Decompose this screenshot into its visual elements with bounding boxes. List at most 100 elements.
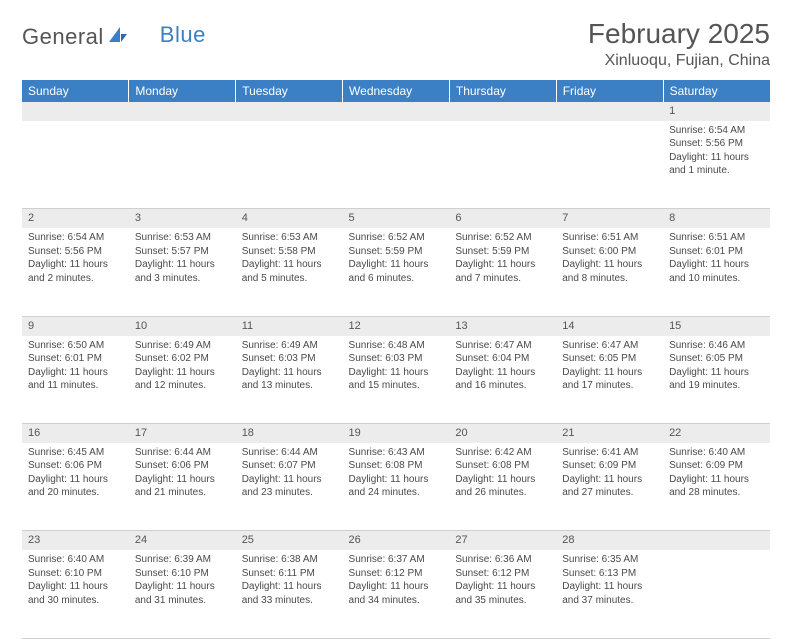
calendar-cell-body: Sunrise: 6:53 AMSunset: 5:58 PMDaylight:… (236, 228, 343, 289)
cell-day2: and 30 minutes. (28, 594, 123, 608)
calendar-cell: Sunrise: 6:39 AMSunset: 6:10 PMDaylight:… (129, 550, 236, 638)
cell-sunrise: Sunrise: 6:50 AM (28, 339, 123, 353)
weekday-thursday: Thursday (449, 80, 556, 102)
calendar-cell-body: Sunrise: 6:38 AMSunset: 6:11 PMDaylight:… (236, 550, 343, 611)
calendar-body: 1Sunrise: 6:54 AMSunset: 5:56 PMDaylight… (22, 102, 770, 638)
cell-sunrise: Sunrise: 6:53 AM (135, 231, 230, 245)
cell-sunrise: Sunrise: 6:54 AM (28, 231, 123, 245)
calendar-cell: Sunrise: 6:44 AMSunset: 6:06 PMDaylight:… (129, 443, 236, 531)
cell-day1: Daylight: 11 hours (242, 258, 337, 272)
cell-day2: and 7 minutes. (455, 272, 550, 286)
day-number-cell: 14 (556, 316, 663, 335)
cell-sunrise: Sunrise: 6:47 AM (455, 339, 550, 353)
cell-day1: Daylight: 11 hours (28, 366, 123, 380)
day-number-cell (663, 531, 770, 550)
cell-sunset: Sunset: 6:13 PM (562, 567, 657, 581)
cell-sunset: Sunset: 6:07 PM (242, 459, 337, 473)
cell-sunrise: Sunrise: 6:51 AM (669, 231, 764, 245)
calendar-cell: Sunrise: 6:49 AMSunset: 6:03 PMDaylight:… (236, 336, 343, 424)
day-number-row: 1 (22, 102, 770, 121)
cell-day2: and 10 minutes. (669, 272, 764, 286)
cell-day1: Daylight: 11 hours (562, 473, 657, 487)
calendar-cell: Sunrise: 6:53 AMSunset: 5:58 PMDaylight:… (236, 228, 343, 316)
calendar-cell-body: Sunrise: 6:39 AMSunset: 6:10 PMDaylight:… (129, 550, 236, 611)
calendar-week-row: Sunrise: 6:54 AMSunset: 5:56 PMDaylight:… (22, 228, 770, 316)
calendar-cell-body: Sunrise: 6:44 AMSunset: 6:07 PMDaylight:… (236, 443, 343, 504)
cell-day1: Daylight: 11 hours (349, 258, 444, 272)
calendar-cell-body: Sunrise: 6:54 AMSunset: 5:56 PMDaylight:… (663, 121, 770, 182)
cell-day1: Daylight: 11 hours (562, 580, 657, 594)
cell-sunrise: Sunrise: 6:40 AM (28, 553, 123, 567)
day-number-cell: 20 (449, 424, 556, 443)
day-number-cell: 21 (556, 424, 663, 443)
calendar-cell (129, 121, 236, 209)
cell-day1: Daylight: 11 hours (349, 366, 444, 380)
calendar-cell: Sunrise: 6:35 AMSunset: 6:13 PMDaylight:… (556, 550, 663, 638)
day-number-cell: 25 (236, 531, 343, 550)
calendar-cell: Sunrise: 6:43 AMSunset: 6:08 PMDaylight:… (343, 443, 450, 531)
calendar-cell-body: Sunrise: 6:35 AMSunset: 6:13 PMDaylight:… (556, 550, 663, 611)
cell-sunrise: Sunrise: 6:41 AM (562, 446, 657, 460)
day-number-cell: 27 (449, 531, 556, 550)
calendar-cell (236, 121, 343, 209)
calendar-cell-body: Sunrise: 6:47 AMSunset: 6:04 PMDaylight:… (449, 336, 556, 397)
weekday-tuesday: Tuesday (236, 80, 343, 102)
cell-sunset: Sunset: 5:58 PM (242, 245, 337, 259)
cell-day1: Daylight: 11 hours (455, 366, 550, 380)
weekday-friday: Friday (556, 80, 663, 102)
cell-day1: Daylight: 11 hours (135, 366, 230, 380)
cell-sunrise: Sunrise: 6:44 AM (135, 446, 230, 460)
cell-day2: and 6 minutes. (349, 272, 444, 286)
day-number-cell: 9 (22, 316, 129, 335)
weekday-sunday: Sunday (22, 80, 129, 102)
day-number-cell (449, 102, 556, 121)
cell-day1: Daylight: 11 hours (242, 580, 337, 594)
day-number-cell: 23 (22, 531, 129, 550)
cell-sunrise: Sunrise: 6:49 AM (242, 339, 337, 353)
cell-sunrise: Sunrise: 6:43 AM (349, 446, 444, 460)
day-number-cell: 3 (129, 209, 236, 228)
day-number-cell: 28 (556, 531, 663, 550)
day-number-cell: 8 (663, 209, 770, 228)
cell-sunset: Sunset: 6:05 PM (562, 352, 657, 366)
cell-day2: and 27 minutes. (562, 486, 657, 500)
cell-day2: and 15 minutes. (349, 379, 444, 393)
cell-sunset: Sunset: 6:03 PM (349, 352, 444, 366)
day-number-cell: 16 (22, 424, 129, 443)
calendar-cell-body: Sunrise: 6:49 AMSunset: 6:03 PMDaylight:… (236, 336, 343, 397)
calendar-cell: Sunrise: 6:47 AMSunset: 6:05 PMDaylight:… (556, 336, 663, 424)
cell-day2: and 13 minutes. (242, 379, 337, 393)
day-number-row: 16171819202122 (22, 424, 770, 443)
weekday-header-row: Sunday Monday Tuesday Wednesday Thursday… (22, 80, 770, 102)
day-number-cell (129, 102, 236, 121)
calendar-table: Sunday Monday Tuesday Wednesday Thursday… (22, 80, 770, 639)
calendar-cell-body: Sunrise: 6:45 AMSunset: 6:06 PMDaylight:… (22, 443, 129, 504)
cell-sunset: Sunset: 6:11 PM (242, 567, 337, 581)
cell-sunset: Sunset: 6:00 PM (562, 245, 657, 259)
weekday-wednesday: Wednesday (343, 80, 450, 102)
cell-day2: and 23 minutes. (242, 486, 337, 500)
cell-sunrise: Sunrise: 6:49 AM (135, 339, 230, 353)
cell-day2: and 3 minutes. (135, 272, 230, 286)
cell-day2: and 28 minutes. (669, 486, 764, 500)
cell-day2: and 19 minutes. (669, 379, 764, 393)
calendar-cell-body: Sunrise: 6:40 AMSunset: 6:10 PMDaylight:… (22, 550, 129, 611)
cell-sunrise: Sunrise: 6:45 AM (28, 446, 123, 460)
cell-day2: and 37 minutes. (562, 594, 657, 608)
cell-day2: and 16 minutes. (455, 379, 550, 393)
day-number-cell: 11 (236, 316, 343, 335)
calendar-cell-body: Sunrise: 6:51 AMSunset: 6:00 PMDaylight:… (556, 228, 663, 289)
cell-day2: and 11 minutes. (28, 379, 123, 393)
cell-day2: and 2 minutes. (28, 272, 123, 286)
cell-sunset: Sunset: 6:12 PM (349, 567, 444, 581)
cell-day2: and 17 minutes. (562, 379, 657, 393)
cell-sunset: Sunset: 5:57 PM (135, 245, 230, 259)
cell-day2: and 24 minutes. (349, 486, 444, 500)
calendar-week-row: Sunrise: 6:54 AMSunset: 5:56 PMDaylight:… (22, 121, 770, 209)
weekday-saturday: Saturday (663, 80, 770, 102)
calendar-cell (343, 121, 450, 209)
cell-sunrise: Sunrise: 6:35 AM (562, 553, 657, 567)
cell-sunset: Sunset: 6:09 PM (669, 459, 764, 473)
day-number-cell (343, 102, 450, 121)
cell-sunrise: Sunrise: 6:40 AM (669, 446, 764, 460)
